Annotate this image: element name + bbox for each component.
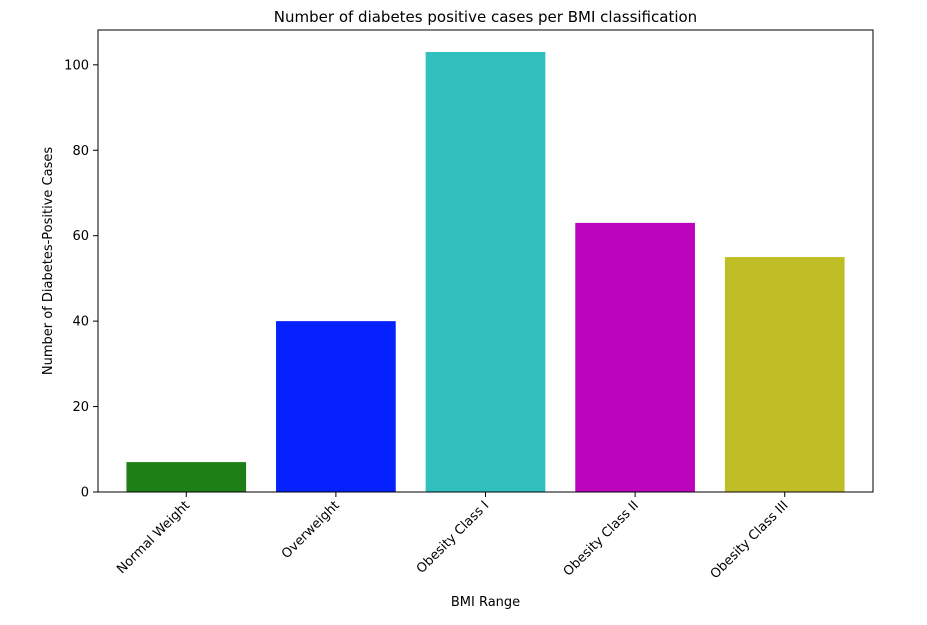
y-tick-label: 60 [72,229,89,244]
bar-overweight [276,321,396,492]
y-axis-label: Number of Diabetes-Positive Cases [41,147,56,375]
x-axis-label: BMI Range [451,595,520,610]
y-axis: 0 20 40 60 80 100 [64,58,98,501]
y-tick-label: 80 [72,144,89,159]
y-tick-label: 40 [72,315,89,330]
y-tick-label: 20 [72,400,89,415]
y-tick-label: 0 [81,486,89,501]
y-tick-label: 100 [64,58,89,73]
bar-obesity-class-ii [575,222,695,492]
plot-frame [97,29,874,493]
bar-normal-weight [126,462,247,492]
bar-obesity-class-i [425,52,546,492]
chart-title: Number of diabetes positive cases per BM… [274,8,697,26]
bars-layer [126,52,845,492]
bar-obesity-class-iii [724,257,845,492]
